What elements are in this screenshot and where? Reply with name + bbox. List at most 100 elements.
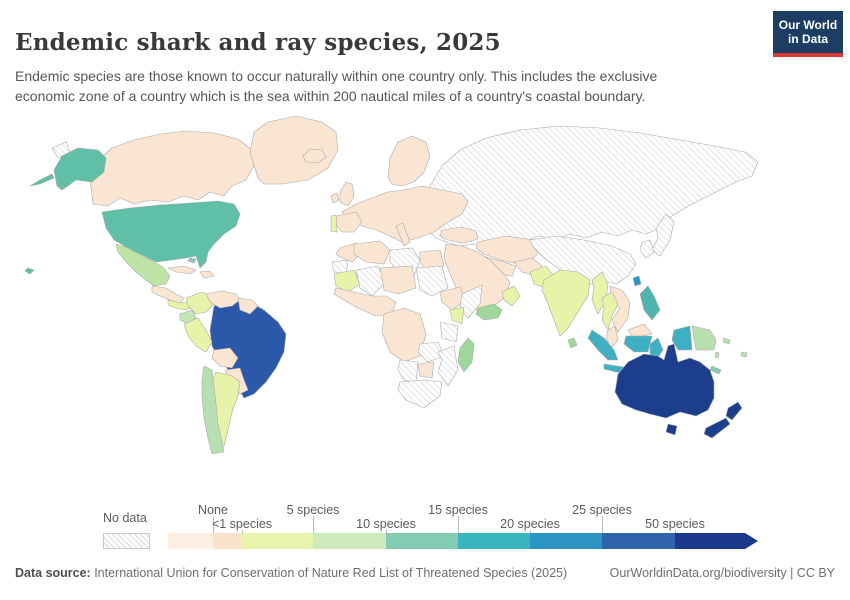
country-vanuatu[interactable] [714, 351, 720, 359]
country-iceland[interactable] [302, 148, 327, 164]
country-colombia[interactable] [185, 291, 215, 315]
legend-label: 20 species [500, 517, 560, 531]
country-hawaii[interactable] [24, 267, 35, 275]
world-map-svg [24, 115, 759, 455]
country-bolivia[interactable] [211, 347, 239, 369]
country-madagascar[interactable] [457, 337, 475, 373]
legend-segment[interactable] [675, 533, 745, 549]
country-sulawesi[interactable] [649, 337, 664, 361]
legend-segment[interactable] [213, 533, 242, 549]
country-papua-new-guinea[interactable] [691, 325, 717, 351]
no-data-swatch[interactable] [103, 533, 150, 549]
country-tanzania[interactable] [439, 321, 459, 343]
country-borneo-north[interactable] [627, 323, 653, 337]
country-sri-lanka[interactable] [567, 337, 578, 349]
legend-segment[interactable] [530, 533, 602, 549]
country-spain[interactable] [335, 211, 363, 233]
country-solomon-islands[interactable] [722, 337, 731, 345]
legend-segment[interactable] [313, 533, 386, 549]
legend-label: 50 species [645, 517, 705, 531]
country-south-africa[interactable] [397, 379, 443, 409]
data-source-line: Data source: International Union for Con… [15, 566, 567, 580]
country-india[interactable] [541, 269, 591, 337]
country-namibia[interactable] [397, 359, 419, 383]
country-united-kingdom[interactable] [339, 181, 355, 207]
country-chile[interactable] [201, 365, 225, 455]
country-botswana[interactable] [417, 361, 435, 379]
country-venezuela[interactable] [205, 290, 241, 309]
country-turkey[interactable] [439, 226, 479, 244]
country-canada[interactable] [89, 130, 255, 207]
country-united-states[interactable] [101, 200, 241, 269]
country-europe-mainland[interactable] [341, 185, 469, 243]
country-bahamas[interactable] [187, 257, 197, 264]
country-kenya[interactable] [449, 306, 465, 325]
world-map [0, 112, 850, 504]
country-borneo-south[interactable] [623, 335, 653, 353]
legend-segment[interactable] [602, 533, 675, 549]
country-fiji[interactable] [740, 351, 748, 358]
country-malaysia-peninsula[interactable] [605, 325, 619, 349]
legend-segment[interactable] [242, 533, 313, 549]
country-algeria[interactable] [353, 240, 391, 265]
map-legend: No data None <1 species 5 species 10 specie… [0, 500, 850, 556]
country-australia[interactable] [614, 343, 715, 419]
country-portugal[interactable] [330, 214, 338, 233]
legend-tick [313, 516, 314, 533]
legend-tick [675, 530, 676, 533]
no-data-label: No data [103, 511, 147, 525]
country-mauritania[interactable] [333, 269, 361, 293]
country-mozambique-zimbabwe[interactable] [437, 345, 459, 387]
legend-segment[interactable] [168, 533, 213, 549]
country-mali[interactable] [355, 265, 387, 297]
country-new-caledonia[interactable] [709, 365, 722, 375]
owid-logo-line2: in Data [787, 32, 828, 46]
legend-label: 10 species [356, 517, 416, 531]
legend-tick [242, 530, 243, 533]
legend-label: 5 species [286, 503, 340, 517]
country-west-africa[interactable] [333, 287, 397, 317]
owid-logo-accent [773, 53, 843, 57]
country-ireland[interactable] [330, 192, 340, 204]
owid-logo[interactable]: Our World in Data [773, 11, 843, 53]
country-yemen[interactable] [475, 303, 503, 321]
country-russia[interactable] [425, 125, 759, 247]
country-tasmania[interactable] [665, 423, 678, 436]
country-alaska[interactable] [29, 147, 107, 191]
credit-line[interactable]: OurWorldinData.org/biodiversity | CC BY [609, 566, 835, 580]
country-mexico[interactable] [115, 243, 171, 287]
legend-segment[interactable] [458, 533, 530, 549]
country-west-papua[interactable] [671, 325, 693, 351]
legend-segment[interactable] [386, 533, 458, 549]
page-title: Endemic shark and ray species, 2025 [15, 29, 501, 57]
country-niger-chad[interactable] [379, 265, 417, 295]
country-taiwan[interactable] [632, 275, 642, 287]
country-somalia[interactable] [459, 284, 483, 319]
country-new-zealand[interactable] [703, 401, 743, 439]
country-zambia[interactable] [417, 341, 445, 363]
country-peru[interactable] [183, 317, 213, 353]
country-scandinavia[interactable] [387, 135, 431, 187]
country-greenland[interactable] [249, 115, 339, 185]
country-korea[interactable] [639, 239, 655, 259]
legend-label: 15 species [428, 503, 488, 517]
country-hispaniola[interactable] [199, 270, 215, 279]
country-thailand[interactable] [601, 291, 619, 331]
legend-tick [602, 516, 603, 533]
legend-label: 25 species [572, 503, 632, 517]
legend-label: <1 species [211, 517, 273, 531]
country-central-africa[interactable] [381, 307, 427, 363]
owid-logo-line1: Our World [778, 18, 838, 32]
country-italy[interactable] [395, 222, 411, 247]
chart-subtitle: Endemic species are those known to occur… [15, 68, 658, 105]
country-guyanas[interactable] [237, 297, 259, 315]
country-sumatra[interactable] [587, 329, 619, 361]
country-philippines[interactable] [639, 285, 661, 321]
data-source-text: International Union for Conservation of … [90, 566, 568, 580]
country-cuba[interactable] [167, 265, 197, 275]
legend-tick [213, 516, 214, 533]
country-ethiopia[interactable] [439, 286, 467, 311]
country-oman[interactable] [501, 285, 521, 307]
country-japan[interactable] [651, 213, 675, 257]
country-china-mongolia[interactable] [529, 235, 637, 287]
